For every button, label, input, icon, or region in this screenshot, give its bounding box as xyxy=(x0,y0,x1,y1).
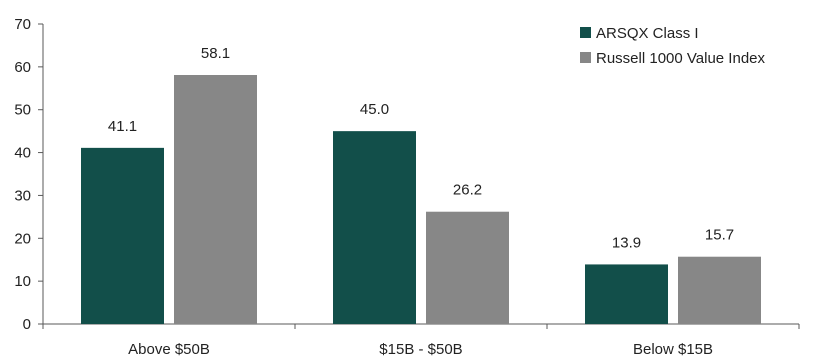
y-tick-label: 60 xyxy=(14,59,31,76)
x-category-label: $15B - $50B xyxy=(379,341,462,358)
y-tick-label: 70 xyxy=(14,16,31,33)
bars xyxy=(81,75,761,324)
y-axis: 0 10 20 30 40 50 60 70 xyxy=(14,16,44,333)
data-label: 15.7 xyxy=(705,227,734,244)
legend-label: Russell 1000 Value Index xyxy=(596,50,765,67)
x-axis: Above $50B $15B - $50B Below $15B xyxy=(42,323,800,358)
bar xyxy=(174,75,257,324)
bar xyxy=(678,256,761,324)
legend-label: ARSQX Class I xyxy=(596,25,699,42)
legend: ARSQX Class I Russell 1000 Value Index xyxy=(580,25,765,67)
bar xyxy=(81,147,164,324)
y-tick-label: 30 xyxy=(14,187,31,204)
y-tick-label: 40 xyxy=(14,145,31,162)
x-category-label: Above $50B xyxy=(128,341,210,358)
legend-swatch xyxy=(580,52,591,63)
y-tick-label: 10 xyxy=(14,273,31,290)
bar xyxy=(585,264,668,324)
y-tick-label: 20 xyxy=(14,230,31,247)
data-label: 26.2 xyxy=(453,182,482,199)
legend-swatch xyxy=(580,27,591,38)
data-label: 13.9 xyxy=(612,234,641,251)
bar xyxy=(426,211,509,324)
data-label: 58.1 xyxy=(201,45,230,62)
data-label: 41.1 xyxy=(108,118,137,135)
data-label: 45.0 xyxy=(360,101,389,118)
x-category-label: Below $15B xyxy=(633,341,713,358)
y-tick-label: 0 xyxy=(23,316,31,333)
y-tick-label: 50 xyxy=(14,102,31,119)
data-labels: 41.1 58.1 45.0 26.2 13.9 15.7 xyxy=(108,45,734,251)
bar xyxy=(333,131,416,324)
